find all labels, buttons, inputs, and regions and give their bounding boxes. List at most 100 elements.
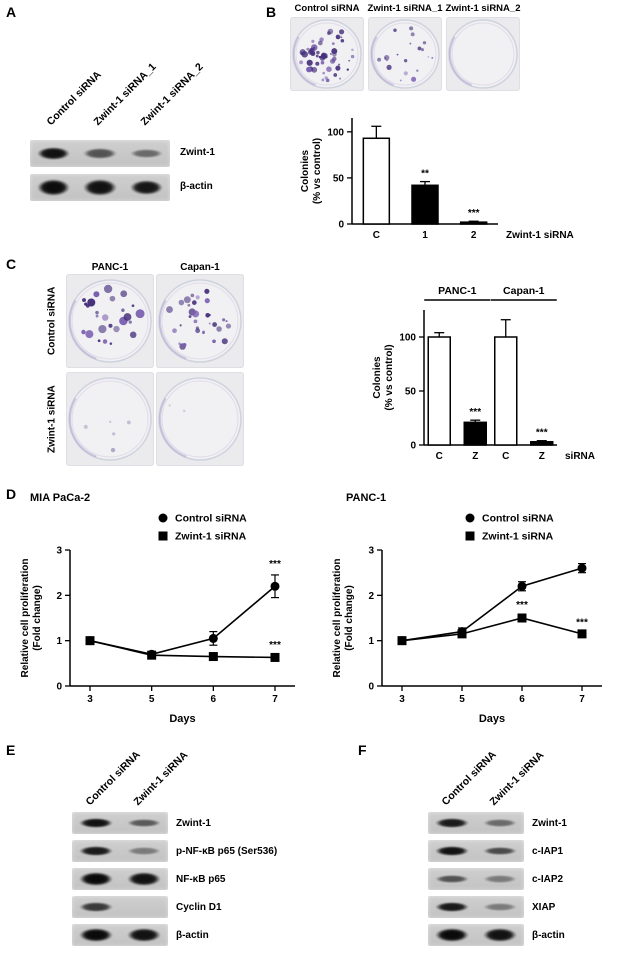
blot-row-label: c-IAP2 [532, 874, 564, 885]
western-blot-row [428, 924, 524, 946]
svg-text:0: 0 [338, 220, 344, 231]
svg-text:C: C [373, 230, 380, 241]
western-blot-row [428, 812, 524, 834]
svg-text:***: *** [269, 559, 281, 570]
svg-text:0: 0 [368, 682, 374, 693]
svg-text:***: *** [468, 208, 480, 219]
colonies-grouped-bar-chart: 0 50 100 Colonies (% vs control) C *** Z PANC-1 C… [372, 285, 595, 462]
panel-a-label: A [6, 4, 17, 20]
blot-row-label: β-actin [176, 930, 209, 941]
colony-dish [446, 17, 520, 91]
svg-text:2: 2 [471, 230, 477, 241]
svg-text:Control siRNA: Control siRNA [175, 513, 247, 525]
svg-text:50: 50 [333, 173, 345, 184]
dish-label: Zwint-1 siRNA_1 [367, 3, 443, 14]
svg-text:100: 100 [399, 333, 416, 344]
svg-text:Days: Days [479, 713, 505, 725]
svg-text:***: *** [269, 640, 281, 651]
western-blot-row [72, 812, 168, 834]
colony-dish [290, 17, 364, 91]
svg-text:Relative cell proliferation: Relative cell proliferation [20, 559, 31, 678]
svg-text:siRNA: siRNA [565, 451, 595, 462]
colony-dish [156, 372, 244, 466]
svg-text:3: 3 [87, 694, 93, 705]
western-blot-row [72, 896, 168, 918]
svg-text:7: 7 [579, 694, 585, 705]
colonies-bar-chart: 0 50 100 Colonies (% vs control) C ** 1 *** 2 Zwin… [300, 118, 574, 241]
western-blot-row [72, 840, 168, 862]
svg-text:3: 3 [56, 546, 62, 557]
western-blot-row [72, 924, 168, 946]
panel-c-label: C [6, 256, 17, 272]
blot-row-label: Zwint-1 [180, 147, 215, 158]
svg-text:3: 3 [399, 694, 405, 705]
cell-line-header: Capan-1 [180, 262, 220, 273]
blot-row-label: NF-κB p65 [176, 874, 226, 885]
western-blot-row [30, 174, 170, 201]
svg-text:Zwint-1 siRNA: Zwint-1 siRNA [506, 230, 574, 241]
svg-text:C: C [436, 451, 443, 462]
panel-d-label: D [6, 486, 17, 502]
svg-text:Colonies: Colonies [300, 149, 311, 192]
svg-text:6: 6 [519, 694, 525, 705]
svg-text:***: *** [576, 618, 588, 629]
svg-text:(% vs control): (% vs control) [312, 138, 323, 204]
svg-text:C: C [502, 451, 509, 462]
blot-row-label: Cyclin D1 [176, 902, 222, 913]
blot-row-label: Zwint-1 [176, 818, 211, 829]
svg-text:0: 0 [410, 441, 416, 452]
western-blot-row [428, 840, 524, 862]
panel-b-label: B [266, 4, 277, 20]
svg-text:1: 1 [368, 636, 374, 647]
svg-text:(Fold change): (Fold change) [344, 585, 355, 651]
blot-row-label: p-NF-κB p65 (Ser536) [176, 846, 278, 857]
svg-text:6: 6 [211, 694, 217, 705]
svg-text:PANC-1: PANC-1 [438, 285, 476, 297]
svg-text:1: 1 [56, 636, 62, 647]
svg-text:Z: Z [539, 451, 545, 462]
svg-text:2: 2 [56, 591, 62, 602]
svg-text:Colonies: Colonies [372, 356, 383, 399]
colony-dish [156, 274, 244, 368]
svg-text:Relative cell proliferation: Relative cell proliferation [332, 559, 343, 678]
blot-row-label: β-actin [180, 181, 213, 192]
western-blot-row [30, 140, 170, 167]
dish-label: Control siRNA [294, 3, 360, 14]
panel-f-lane-labels: Control siRNA Zwint-1 siRNA [428, 746, 578, 808]
svg-text:***: *** [469, 407, 481, 418]
svg-text:5: 5 [149, 694, 155, 705]
panel-a-lane-labels: Control siRNA Zwint-1 siRNA_1 Zwint-1 si… [32, 38, 252, 128]
chart-title-panc: PANC-1 [346, 492, 387, 504]
colony-dish [66, 274, 154, 368]
svg-text:5: 5 [459, 694, 465, 705]
svg-text:***: *** [516, 600, 528, 611]
proliferation-chart-panc: 0 1 2 3 Relative cell proliferation (Fold cha… [332, 513, 602, 725]
proliferation-chart-mia: 0 1 2 3 Relative cell proliferation (Fold cha… [20, 513, 295, 725]
svg-text:(Fold change): (Fold change) [32, 585, 43, 651]
svg-text:Days: Days [169, 713, 195, 725]
panel-e-lane-labels: Control siRNA Zwint-1 siRNA [72, 746, 222, 808]
svg-text:3: 3 [368, 546, 374, 557]
row-header: Zwint-1 siRNA [46, 385, 58, 453]
blot-row-label: Zwint-1 [532, 818, 567, 829]
svg-text:0: 0 [56, 682, 62, 693]
colony-dish [368, 17, 442, 91]
dish-label: Zwint-1 siRNA_2 [445, 3, 521, 14]
western-blot-row [72, 868, 168, 890]
svg-text:100: 100 [327, 127, 344, 138]
svg-text:Zwint-1 siRNA: Zwint-1 siRNA [482, 531, 554, 543]
svg-text:1: 1 [422, 230, 428, 241]
colony-dish [66, 372, 154, 466]
blot-row-label: c-IAP1 [532, 846, 564, 857]
svg-text:7: 7 [272, 694, 278, 705]
svg-text:Z: Z [472, 451, 478, 462]
svg-text:50: 50 [405, 387, 417, 398]
western-blot-row [428, 896, 524, 918]
blot-row-label: β-actin [532, 930, 565, 941]
panel-f-label: F [358, 742, 367, 758]
svg-text:**: ** [421, 169, 429, 180]
cell-line-header: PANC-1 [91, 262, 129, 273]
svg-text:Control siRNA: Control siRNA [482, 513, 554, 525]
svg-text:Capan-1: Capan-1 [503, 285, 545, 297]
